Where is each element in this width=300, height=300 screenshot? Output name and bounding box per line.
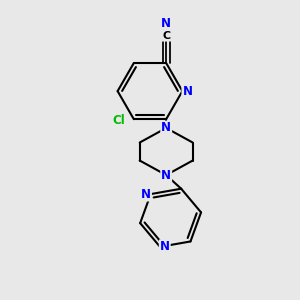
Text: Cl: Cl	[112, 114, 125, 127]
Text: N: N	[141, 188, 151, 201]
Text: N: N	[182, 85, 192, 98]
Text: N: N	[160, 240, 170, 253]
Text: N: N	[161, 17, 171, 30]
Text: N: N	[161, 169, 171, 182]
Text: N: N	[161, 122, 171, 134]
Text: C: C	[162, 31, 170, 41]
